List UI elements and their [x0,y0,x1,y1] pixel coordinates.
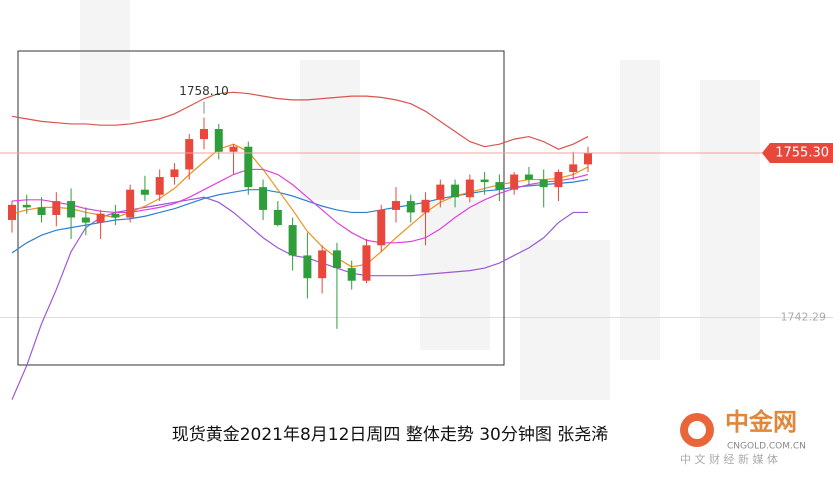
candle-body [554,171,563,188]
logo-icon [688,421,706,439]
candle-body [140,189,149,195]
candle-body [451,184,460,198]
indicator-line [11,91,589,150]
candle-body [67,201,76,218]
candle-body [318,250,327,279]
candle-body [96,213,105,223]
indicator-line [11,143,589,268]
candle-body [362,245,371,281]
candle-body [347,268,356,281]
candle-body [584,153,592,165]
candle-body [155,177,164,195]
logo-name: 中金网 [725,408,797,436]
candle-body [244,146,253,188]
candle-body [185,139,194,170]
candle-body [214,128,223,152]
candle-body [111,213,120,218]
candle-body [510,174,519,190]
candle-body [170,169,179,178]
candle-body [480,179,489,183]
candle-body [465,179,474,198]
candle-body [392,201,400,210]
candle-body [421,199,430,213]
candle-body [332,250,341,269]
indicator-line [11,168,589,244]
candle-body [288,225,297,256]
caption: 现货黄金2021年8月12日周四 整体走势 30分钟图 张尧浠 [172,425,609,445]
candle-body [406,201,415,213]
candle-body [539,179,548,188]
candle-body [273,209,282,226]
candle-body [229,146,238,152]
frame [17,50,505,366]
candle-body [377,209,386,246]
watermark [80,0,760,400]
y-tick-label: 1742.29 [781,311,827,324]
candle-body [8,204,16,221]
logo-domain: CNGOLD.COM.CN [727,442,806,452]
candle-body [22,204,31,208]
high-label: 1758.10 [179,84,229,98]
candle-body [259,187,268,210]
indicator-line [11,196,588,400]
candle-body [524,174,533,180]
candle-body [436,184,445,200]
candle-body [200,128,208,140]
last-price-tag [762,143,833,164]
candle-body [126,189,135,218]
last-price-label: 1755.30 [775,146,829,161]
candle-body [495,182,504,190]
indicator-line [11,178,589,254]
candle-body [303,255,312,279]
candle-body [52,201,61,215]
logo-slogan: 中 文 财 经 新 媒 体 [680,452,778,466]
candle-body [569,164,578,172]
logo: 中金网 CNGOLD.COM.CN 中 文 财 经 新 媒 体 [680,408,806,466]
candle-body [81,217,90,223]
candle-body [37,207,46,215]
